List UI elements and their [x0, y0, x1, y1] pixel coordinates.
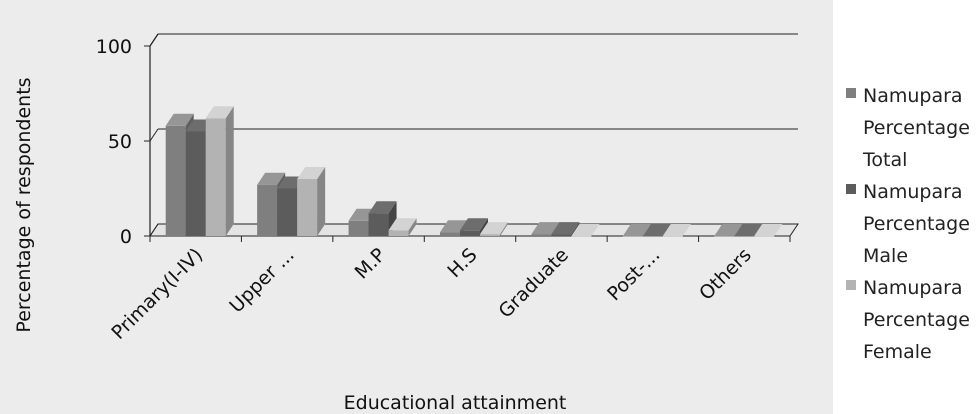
bar-front	[440, 232, 460, 236]
bar-front	[480, 234, 500, 236]
legend: Namupara Percentage Total Namupara Perce…	[846, 80, 976, 368]
bar-top	[165, 113, 194, 126]
y-axis-label: Percentage of respondents	[13, 77, 35, 332]
legend-swatch-female	[846, 280, 856, 290]
gridline-side	[149, 33, 159, 47]
bar-1-4	[551, 222, 580, 236]
bar-0-5	[622, 224, 651, 237]
bar-side	[317, 167, 326, 236]
legend-swatch-male	[846, 184, 856, 194]
bar-2-4	[571, 224, 600, 237]
bar-1-5	[642, 224, 671, 237]
bar-2-2	[388, 218, 417, 236]
bar-front	[165, 125, 186, 236]
legend-item-total: Namupara Percentage Total	[846, 80, 976, 176]
bar-2-6	[754, 224, 783, 237]
bar-front	[622, 236, 643, 237]
y-tick-label: 100	[96, 36, 132, 58]
legend-swatch-total	[846, 88, 856, 98]
bar-front	[257, 184, 278, 236]
bar-2-3	[480, 222, 508, 236]
bar-front	[277, 188, 298, 236]
bar-top	[460, 218, 488, 231]
bar-top	[551, 222, 580, 235]
bar-0-6	[714, 224, 743, 237]
bar-front	[734, 236, 755, 237]
bar-2-1	[297, 167, 326, 236]
bar-top	[388, 218, 417, 231]
legend-label-male: Namupara Percentage Male	[863, 181, 970, 267]
bar-top	[297, 167, 326, 179]
bar-front	[205, 118, 226, 236]
bar-top	[480, 222, 508, 235]
legend-label-total: Namupara Percentage Total	[863, 85, 970, 171]
bar-top	[571, 224, 600, 236]
bar-top	[734, 224, 763, 236]
bar-top	[622, 224, 651, 236]
bar-front	[662, 236, 683, 237]
y-tick-label: 50	[108, 131, 132, 153]
bar-front	[642, 236, 663, 237]
bar-side	[225, 106, 234, 236]
bar-front	[551, 234, 572, 236]
bar-2-5	[662, 224, 691, 237]
bar-front	[460, 230, 480, 236]
bar-front	[348, 220, 369, 236]
y-axis-ticks: 0 50 100	[96, 36, 150, 248]
y-tick-label: 0	[120, 226, 132, 248]
bar-top	[642, 224, 671, 236]
bar-front	[571, 236, 592, 237]
gridline-side	[149, 128, 159, 142]
legend-label-female: Namupara Percentage Female	[863, 277, 970, 363]
bar-front	[297, 179, 318, 236]
bar-side	[408, 218, 417, 236]
bar-front	[754, 236, 775, 237]
bar-front	[388, 230, 409, 236]
bar-top	[714, 224, 743, 236]
bar-front	[714, 236, 735, 237]
bar-front	[368, 213, 389, 236]
gridline-side	[149, 223, 159, 237]
bar-front	[531, 234, 552, 236]
bar-side	[571, 222, 580, 236]
bar-top	[531, 222, 560, 235]
bar-2-0	[205, 106, 234, 236]
legend-item-male: Namupara Percentage Male	[846, 176, 976, 272]
bar-front	[185, 131, 206, 236]
bar-top	[754, 224, 783, 236]
bar-side	[500, 222, 508, 236]
bar-top	[205, 106, 234, 119]
legend-item-female: Namupara Percentage Female	[846, 272, 976, 368]
bar-top	[368, 201, 397, 214]
bar-top	[662, 224, 691, 236]
bar-1-6	[734, 224, 763, 237]
bars	[165, 106, 783, 237]
bar-top	[257, 172, 286, 185]
x-axis-label: Educational attainment	[344, 392, 567, 414]
chart-walls	[149, 33, 799, 237]
